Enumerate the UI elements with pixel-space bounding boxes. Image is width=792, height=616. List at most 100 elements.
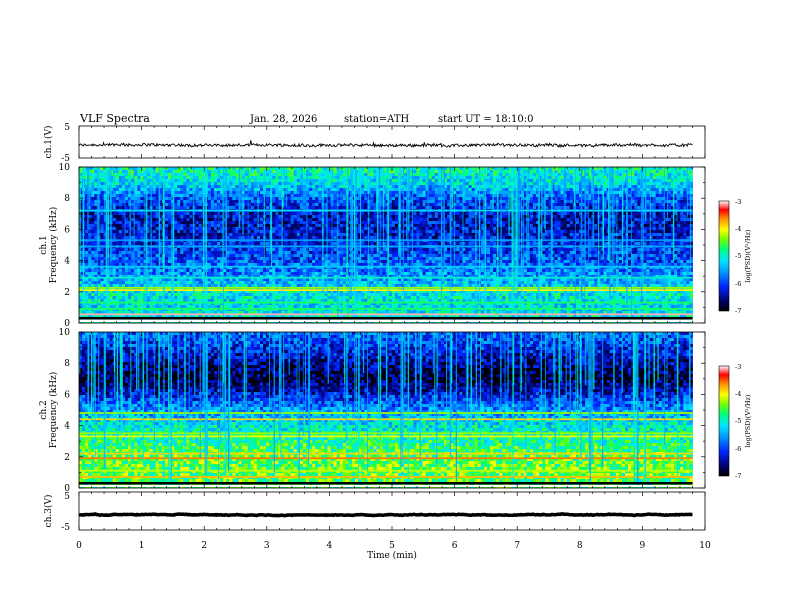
spectrogram-cell: [404, 206, 408, 210]
spectrogram-cell: [658, 215, 663, 219]
spectrogram-cell: [508, 167, 512, 171]
spectrogram-cell: [91, 206, 95, 210]
spectrogram-cell: [278, 182, 282, 186]
spectrogram-cell: [171, 191, 175, 195]
spectrogram-cell: [480, 185, 485, 189]
spectrogram-cell: [520, 215, 525, 219]
spectrogram-cell: [370, 227, 374, 231]
spectrogram-cell: [253, 173, 258, 177]
spectrogram-cell: [235, 197, 239, 201]
spectrogram-cell: [137, 200, 141, 204]
spectrogram-cell: [422, 221, 427, 225]
spectrogram-cell: [327, 203, 331, 207]
spectrogram-cell: [486, 194, 491, 198]
spectrogram-cell: [434, 182, 439, 186]
spectrogram-cell: [112, 176, 117, 180]
spectrogram-cell: [536, 194, 540, 198]
spectrogram-cell: [462, 203, 466, 207]
spectrogram-cell: [671, 212, 675, 216]
spectrogram-cell: [146, 185, 150, 189]
spectrogram-cell: [480, 227, 485, 231]
spectrogram-cell: [210, 173, 215, 177]
spectrogram-cell: [465, 194, 469, 198]
spectrogram-cell: [465, 227, 469, 231]
spectrogram-cell: [603, 215, 607, 219]
spectrogram-cell: [229, 194, 233, 198]
spectrogram-cell: [649, 227, 654, 231]
spectrogram-cell: [183, 233, 187, 237]
spectrogram-cell: [312, 218, 316, 222]
spectrogram-cell: [422, 185, 427, 189]
spectrogram-cell: [459, 233, 463, 237]
spectrogram-cell: [548, 191, 552, 195]
spectrogram-cell: [85, 167, 89, 171]
spectrogram-cell: [382, 185, 387, 189]
spectrogram-cell: [422, 167, 427, 171]
spectrogram-cell: [146, 170, 150, 174]
header-date: Jan. 28, 2026: [249, 114, 317, 125]
spectrogram-cell: [275, 167, 279, 171]
spectrogram-cell: [315, 224, 319, 228]
spectrogram-cell: [140, 176, 144, 180]
spectrogram-cell: [465, 230, 469, 234]
spectrogram-cell: [520, 203, 525, 207]
spectrogram-cell: [588, 197, 592, 201]
spectrogram-cell: [566, 218, 571, 222]
spectrogram-cell: [594, 167, 598, 171]
spectrogram-cell: [195, 230, 200, 234]
spectrogram-cell: [667, 188, 672, 192]
spectrogram-cell: [296, 227, 301, 231]
spectrogram-cell: [284, 176, 288, 180]
spectrogram-cell: [505, 194, 509, 198]
spectrogram-cell: [532, 221, 537, 225]
spectrogram-cell: [603, 203, 607, 207]
spectrogram-cell: [585, 197, 589, 201]
spectrogram-cell: [177, 206, 181, 210]
spectrogram-cell: [370, 176, 374, 180]
spectrogram-cell: [290, 203, 295, 207]
spectrogram-cell: [238, 179, 242, 183]
spectrogram-cell: [287, 200, 292, 204]
spectrogram-cell: [536, 200, 540, 204]
spectrogram-cell: [174, 194, 178, 198]
spectrogram-cell: [612, 188, 617, 192]
spectrogram-cell: [287, 203, 292, 207]
spectrogram-cell: [649, 194, 654, 198]
spectrogram-cell: [183, 179, 187, 183]
spectrogram-cell: [554, 182, 558, 186]
spectrogram-cell: [394, 167, 399, 171]
spectrogram-cell: [180, 170, 184, 174]
spectrogram-cell: [523, 206, 528, 210]
spectrogram-cell: [189, 191, 193, 195]
spectrogram-cell: [529, 206, 534, 210]
spectrogram-cell: [296, 173, 301, 177]
spectrogram-cell: [373, 215, 377, 219]
spectrogram-cell: [551, 167, 555, 171]
spectrogram-cell: [238, 203, 242, 207]
spectrogram-cell: [628, 203, 632, 207]
spectrogram-cell: [256, 200, 261, 204]
spectrogram-cell: [140, 236, 144, 240]
spectrogram-cell: [434, 221, 439, 225]
spectrogram-cell: [603, 200, 607, 204]
spectrogram-cell: [600, 170, 604, 174]
spectrogram-cell: [615, 233, 620, 237]
spectrogram-cell: [508, 200, 512, 204]
spectrogram-cell: [422, 173, 427, 177]
spectrogram-cell: [238, 215, 242, 219]
spectrogram-cell: [600, 191, 604, 195]
spectrogram-cell: [244, 194, 249, 198]
spectrogram-cell: [134, 185, 138, 189]
spectrogram-cell: [379, 200, 384, 204]
spectrogram-cell: [600, 176, 604, 180]
spectrogram-cell: [382, 176, 387, 180]
spectrogram-cell: [456, 230, 460, 234]
spectrogram-cell: [379, 197, 384, 201]
spectrogram-cell: [416, 197, 420, 201]
spectrogram-cell: [256, 173, 261, 177]
spectrogram-cell: [361, 194, 365, 198]
spectrogram-cell: [333, 200, 338, 204]
spectrogram-cell: [302, 170, 307, 174]
spectrogram-cell: [189, 194, 193, 198]
spectrogram-cell: [486, 182, 491, 186]
